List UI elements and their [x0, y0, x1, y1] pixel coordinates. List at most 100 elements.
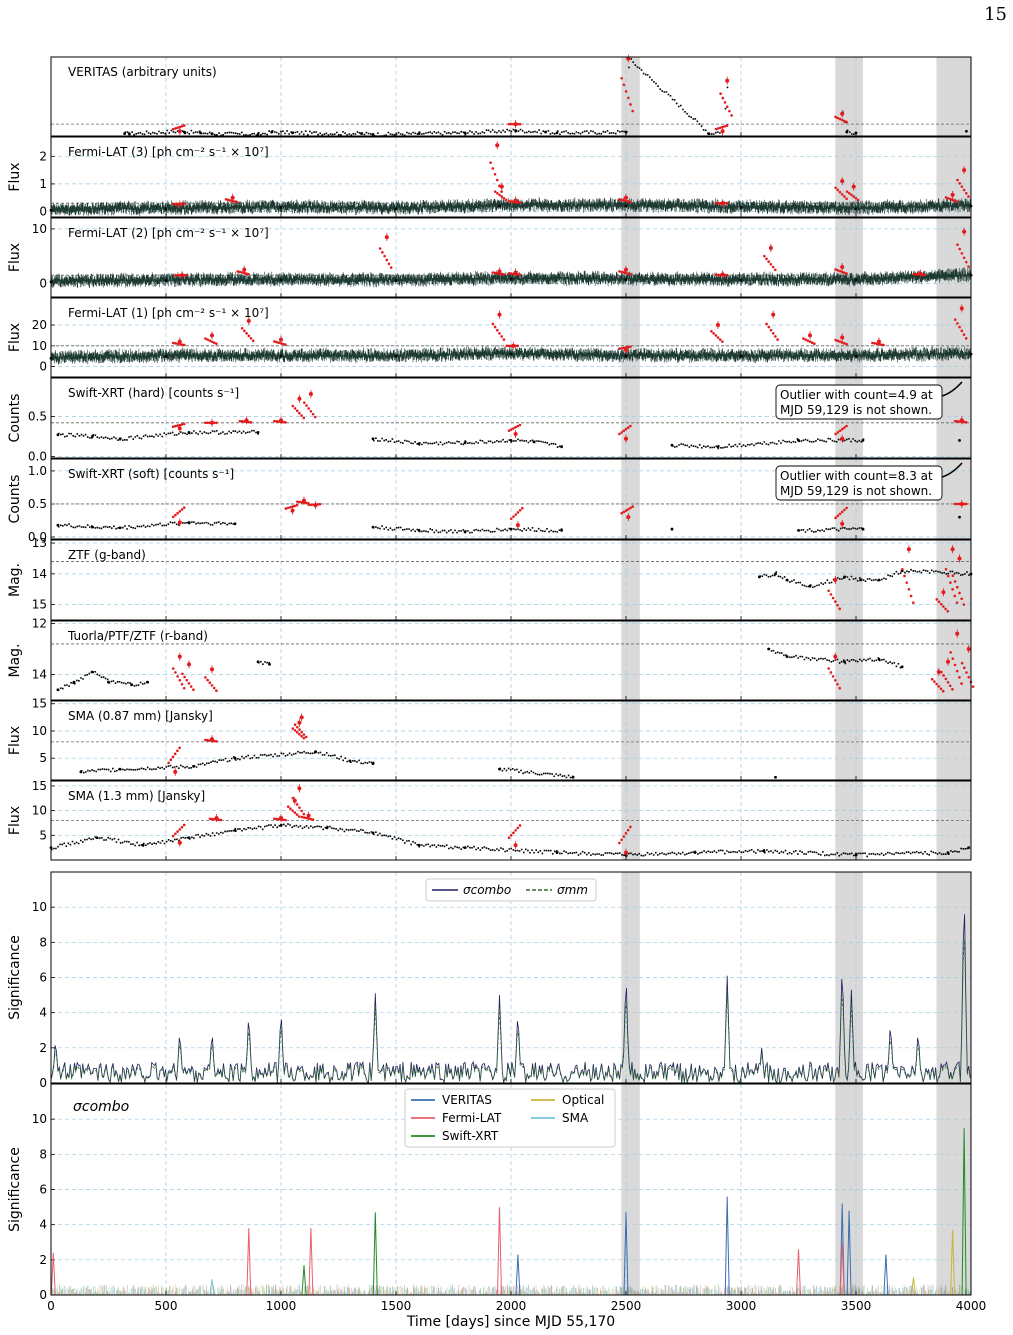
flare-point — [719, 126, 722, 130]
flare-point — [942, 605, 945, 608]
flare-point — [180, 825, 184, 829]
flare-point — [178, 202, 182, 206]
flare-point — [273, 340, 276, 343]
y-tick-label: 2 — [39, 1253, 47, 1267]
flare-point — [843, 342, 846, 345]
flare-point — [624, 347, 628, 352]
panel-label: Fermi-LAT (3) [ph cm⁻² s⁻¹ × 10⁷] — [68, 145, 269, 159]
flare-point — [953, 580, 957, 583]
flare-point — [171, 202, 175, 206]
shaded-interval — [621, 298, 640, 377]
flare-point — [171, 341, 175, 345]
flare-point — [852, 195, 855, 198]
flare-point — [923, 273, 927, 277]
quiescent-series — [124, 57, 857, 137]
flare-point — [300, 501, 304, 504]
flare-point — [836, 514, 840, 518]
flare-point — [834, 516, 837, 520]
data-point — [56, 523, 60, 527]
data-point — [693, 851, 697, 854]
flare-point — [960, 502, 964, 506]
flare-point — [273, 419, 276, 423]
flare-point — [960, 329, 964, 333]
panel-fermi3: 0 1 2 Fermi-LAT (3) [ph cm⁻² s⁻¹ × 10⁷] Flux — [7, 136, 973, 218]
flare-point — [958, 676, 961, 679]
spike-fermi-lat — [796, 1249, 801, 1296]
flare-point — [963, 666, 966, 670]
flare-point — [730, 114, 733, 117]
flare-point — [930, 677, 934, 681]
flare-point — [514, 272, 517, 276]
flare-point — [182, 506, 186, 509]
x-tick-label: 500 — [155, 1299, 178, 1313]
x-tick-label: 0 — [47, 1299, 55, 1313]
flare-point — [245, 272, 248, 275]
flare-point — [312, 503, 315, 506]
flare-point — [180, 343, 184, 346]
flare-point — [723, 101, 727, 104]
flare-point — [950, 192, 955, 197]
flare-point — [182, 343, 186, 347]
data-point — [965, 129, 968, 133]
flare-point — [176, 675, 179, 678]
spike-swift-xrt — [961, 1127, 967, 1296]
spike-optical — [911, 1277, 916, 1296]
flare-point — [498, 332, 501, 335]
flare-point — [302, 733, 306, 736]
flare-point — [845, 197, 848, 201]
y-tick-label: 0.0 — [28, 530, 47, 544]
flare-point — [956, 420, 959, 423]
flare-point — [499, 184, 504, 189]
shaded-interval — [835, 57, 863, 136]
flare-point — [960, 420, 964, 424]
flare-point — [491, 167, 495, 170]
flare-point — [827, 667, 830, 670]
flare-point — [281, 818, 285, 822]
data-point — [707, 132, 711, 136]
flare-point — [215, 689, 218, 693]
flare-point — [208, 421, 212, 425]
spike-swift-xrt — [301, 1265, 307, 1296]
data-point — [463, 530, 467, 534]
flare-point — [302, 416, 306, 420]
data-point — [739, 354, 743, 358]
flare-point — [215, 421, 218, 425]
flare-point — [629, 424, 632, 428]
shaded-interval — [936, 540, 971, 620]
flare-point — [946, 574, 950, 578]
flare-point — [831, 596, 835, 600]
data-point — [463, 131, 467, 135]
flare-point — [964, 421, 968, 424]
series-baseline-veritas — [50, 1284, 969, 1295]
flare-point — [834, 268, 837, 271]
panel-fermi2: 0 10 Fermi-LAT (2) [ph cm⁻² s⁻¹ × 10⁷] Flux — [7, 217, 973, 298]
flare-point — [962, 256, 966, 260]
flare-point — [624, 271, 628, 275]
data-point — [624, 354, 628, 358]
flare-point — [956, 585, 959, 589]
y-tick-label: 6 — [39, 971, 47, 985]
flare-point — [245, 420, 248, 424]
flare-point — [962, 502, 966, 506]
flare-point — [514, 344, 517, 348]
flare-point — [629, 200, 632, 204]
data-point — [127, 132, 131, 136]
flare-point — [491, 271, 495, 274]
flare-point — [626, 828, 630, 832]
flare-point — [242, 267, 247, 272]
flare-point — [171, 127, 175, 131]
flare-point — [381, 251, 384, 254]
flare-point — [251, 339, 255, 343]
data-point — [555, 131, 559, 135]
flare-point — [182, 124, 186, 127]
flare-point — [622, 199, 626, 202]
flare-point — [210, 684, 214, 687]
flare-point — [946, 659, 950, 664]
flare-point — [284, 421, 287, 424]
flare-point — [951, 587, 954, 591]
flare-point — [295, 803, 299, 806]
data-point — [394, 354, 398, 358]
series-baseline-fermi-lat — [51, 1284, 970, 1295]
data-point — [509, 439, 513, 442]
annotation-text: Outlier with count=8.3 at — [780, 469, 933, 483]
